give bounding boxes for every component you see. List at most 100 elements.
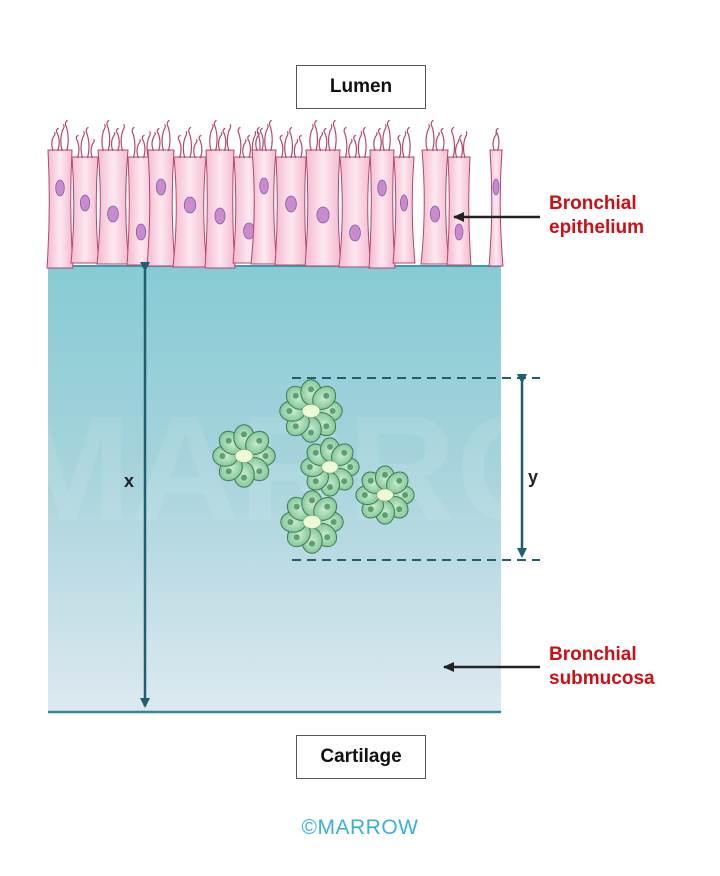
gland-nucleus: [327, 443, 333, 450]
gland-nucleus: [225, 468, 232, 475]
cilium: [213, 119, 218, 152]
cilium: [237, 126, 242, 159]
cilium: [193, 138, 198, 159]
gland-nucleus: [292, 392, 299, 399]
cilium: [182, 130, 188, 159]
gland-nucleus: [327, 484, 333, 491]
epithelial-cell: [338, 156, 372, 268]
cilium: [146, 130, 151, 159]
cilium: [222, 127, 227, 152]
cilium: [289, 126, 294, 159]
gland-acinus: [212, 424, 276, 488]
gland-nucleus: [256, 437, 263, 444]
cilium: [141, 134, 146, 159]
gland-nucleus: [308, 429, 314, 436]
cilium: [495, 127, 500, 152]
gland-nucleus: [308, 386, 314, 393]
cilium: [425, 123, 430, 152]
cilium: [348, 138, 353, 159]
epithelial-cell: [146, 149, 176, 267]
gland-nucleus: [402, 492, 409, 498]
cilium: [492, 131, 497, 152]
cartilage-label: Cartilage: [296, 735, 426, 779]
gland-nucleus: [293, 503, 300, 510]
epithelium-label-line1: Bronchial: [549, 193, 637, 214]
cilium: [259, 127, 264, 152]
gland-nucleus: [341, 478, 348, 485]
gland-lumen: [376, 488, 394, 502]
lumen-label: Lumen: [296, 65, 426, 109]
gland-nucleus: [256, 468, 263, 475]
cilium: [397, 134, 402, 159]
gland-nucleus: [312, 449, 319, 456]
submucosa-region: [48, 266, 501, 712]
cilium: [217, 131, 223, 152]
cilium: [264, 123, 269, 152]
epithelial-cell: [46, 149, 74, 269]
cilium: [462, 130, 468, 159]
cilium: [101, 123, 106, 152]
cilium: [177, 134, 182, 159]
cilium: [115, 127, 120, 152]
cilium: [75, 134, 80, 159]
cilium: [151, 131, 156, 152]
cilium: [90, 138, 95, 159]
gland-nucleus: [323, 423, 330, 430]
y-dimension-label: y: [528, 467, 539, 487]
gland-lumen: [234, 448, 254, 463]
gland-nucleus: [382, 471, 388, 478]
cilium: [309, 123, 314, 152]
cilium: [136, 138, 141, 159]
cilium: [357, 130, 363, 159]
cilium: [314, 119, 319, 152]
gland-nucleus: [225, 437, 232, 444]
cilium: [459, 134, 464, 159]
gland-nucleus: [241, 474, 247, 481]
cell-nucleus: [79, 194, 91, 212]
cell-nucleus: [377, 179, 387, 197]
gland-nucleus: [292, 423, 299, 430]
epithelial-cell: [488, 149, 504, 267]
epithelial-cell: [368, 149, 396, 269]
cilium: [401, 130, 407, 159]
cilium: [454, 138, 460, 159]
gland-nucleus: [309, 497, 315, 504]
cilium: [293, 138, 299, 159]
cell-nucleus: [214, 207, 226, 225]
gland-nucleus: [262, 453, 269, 459]
gland-acinus: [280, 490, 344, 554]
gland-nucleus: [341, 449, 348, 456]
gland-nucleus: [347, 464, 354, 470]
submucosa-label-line2: submucosa: [549, 668, 655, 689]
cilium: [318, 131, 324, 152]
epithelium-label-line2: epithelium: [549, 217, 645, 238]
cilium: [327, 123, 333, 152]
cilium: [279, 134, 284, 159]
cell-nucleus: [349, 224, 361, 242]
bronchial-epithelium: [46, 119, 504, 269]
cilium: [353, 134, 358, 159]
gland-nucleus: [312, 478, 319, 485]
gland-nucleus: [323, 392, 330, 399]
gland-nucleus: [367, 506, 374, 513]
cilium: [106, 119, 111, 152]
gland-nucleus: [293, 534, 300, 541]
gland-nucleus: [330, 519, 337, 525]
cell-nucleus: [135, 223, 147, 241]
gland-nucleus: [396, 506, 403, 513]
cell-nucleus: [259, 177, 269, 195]
gland-acinus: [355, 465, 415, 525]
cilium: [80, 130, 85, 159]
cilium: [451, 126, 456, 159]
cilium: [60, 123, 65, 152]
cilium: [255, 131, 260, 152]
cell-nucleus: [492, 178, 500, 196]
cell-nucleus: [285, 195, 297, 213]
gland-nucleus: [324, 534, 331, 541]
watermark-text: MARROW: [6, 384, 715, 552]
submucosa-label-line1: Bronchial: [549, 644, 637, 665]
gland-nucleus: [329, 408, 336, 414]
cilium: [110, 131, 116, 152]
cilium: [209, 123, 214, 152]
cilium: [343, 126, 348, 159]
